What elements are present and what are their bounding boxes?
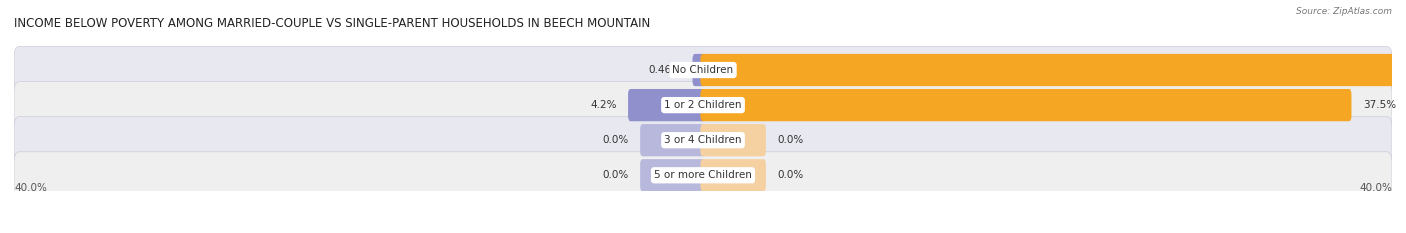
- FancyBboxPatch shape: [14, 47, 1392, 93]
- FancyBboxPatch shape: [640, 124, 706, 156]
- Text: 0.0%: 0.0%: [603, 170, 628, 180]
- FancyBboxPatch shape: [640, 159, 706, 192]
- Text: 40.0%: 40.0%: [14, 182, 46, 192]
- FancyBboxPatch shape: [14, 152, 1392, 199]
- Text: 40.0%: 40.0%: [1360, 182, 1392, 192]
- Text: 3 or 4 Children: 3 or 4 Children: [664, 135, 742, 145]
- Text: INCOME BELOW POVERTY AMONG MARRIED-COUPLE VS SINGLE-PARENT HOUSEHOLDS IN BEECH M: INCOME BELOW POVERTY AMONG MARRIED-COUPL…: [14, 17, 651, 30]
- FancyBboxPatch shape: [693, 54, 706, 86]
- FancyBboxPatch shape: [700, 89, 1351, 121]
- FancyBboxPatch shape: [700, 124, 766, 156]
- FancyBboxPatch shape: [700, 54, 1395, 86]
- Text: 0.46%: 0.46%: [648, 65, 682, 75]
- Text: 5 or more Children: 5 or more Children: [654, 170, 752, 180]
- Text: 0.0%: 0.0%: [603, 135, 628, 145]
- Text: 37.5%: 37.5%: [1362, 100, 1396, 110]
- Text: 0.0%: 0.0%: [778, 170, 803, 180]
- Text: 0.0%: 0.0%: [778, 135, 803, 145]
- FancyBboxPatch shape: [700, 159, 766, 192]
- FancyBboxPatch shape: [14, 82, 1392, 129]
- Text: 4.2%: 4.2%: [591, 100, 617, 110]
- Text: 1 or 2 Children: 1 or 2 Children: [664, 100, 742, 110]
- Text: No Children: No Children: [672, 65, 734, 75]
- FancyBboxPatch shape: [14, 117, 1392, 164]
- FancyBboxPatch shape: [628, 89, 706, 121]
- Text: Source: ZipAtlas.com: Source: ZipAtlas.com: [1296, 7, 1392, 16]
